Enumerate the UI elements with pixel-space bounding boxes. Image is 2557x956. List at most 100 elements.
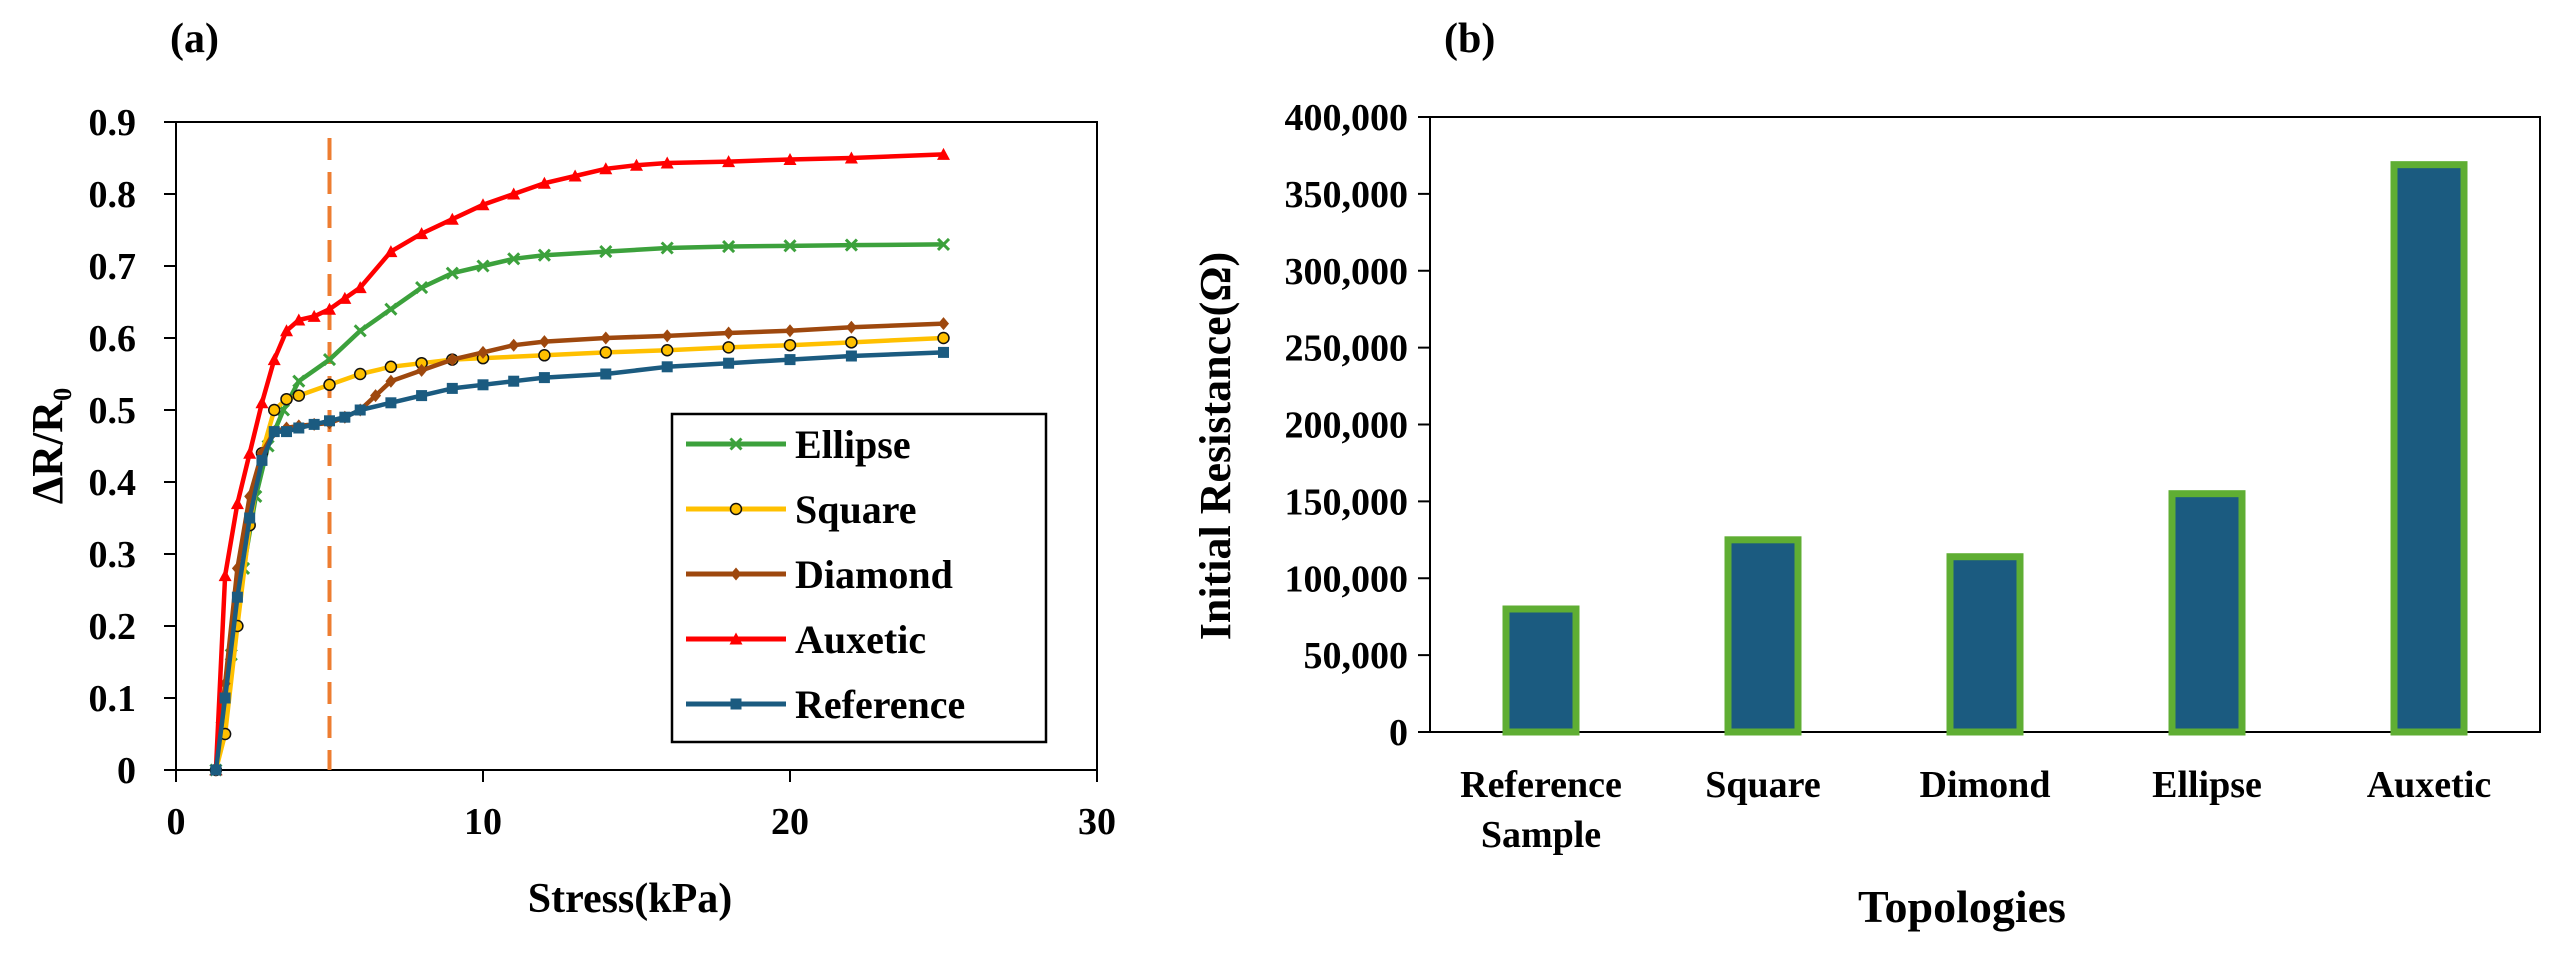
data-point: [508, 375, 520, 387]
data-point: [268, 426, 280, 438]
data-point: [729, 632, 743, 645]
x-category-label: Dimond: [1920, 764, 2051, 806]
data-point: [280, 392, 293, 406]
data-point: [784, 324, 796, 338]
x-category-label: Auxetic: [2367, 764, 2492, 806]
x-category-label: Reference Sample: [1460, 764, 1622, 856]
x-tick-label: 0: [167, 801, 186, 843]
panel-a-x-axis: 0 10 20 30: [167, 770, 1116, 843]
data-point: [385, 397, 397, 409]
data-point: [845, 320, 857, 334]
data-point: [660, 343, 674, 357]
data-point: [445, 212, 459, 225]
y-tick-label: 0.8: [89, 174, 137, 216]
series-reference: [210, 346, 949, 776]
data-point: [600, 331, 612, 345]
legend-label: Diamond: [795, 552, 953, 597]
data-point: [844, 238, 858, 252]
data-point: [508, 338, 520, 352]
y-tick-label: 200,000: [1285, 405, 1409, 447]
y-tick-label: 0.4: [89, 462, 137, 504]
y-tick-label: 0.3: [89, 534, 137, 576]
data-point: [599, 162, 613, 175]
data-point: [323, 302, 336, 315]
bar-square: [1724, 536, 1802, 736]
legend-label: Reference: [795, 682, 965, 727]
panel-a-y-axis: 0 0.1 0.2 0.3 0.4 0.5 0.6 0.7 0.8 0.9: [89, 102, 176, 792]
data-point: [538, 335, 550, 349]
y-tick-label: 0.9: [89, 102, 137, 144]
panel-a-x-axis-title: Stress(kPa): [528, 876, 733, 922]
data-point: [219, 692, 231, 704]
data-point: [660, 241, 674, 255]
data-point: [722, 239, 736, 254]
data-point: [280, 324, 294, 337]
data-point: [730, 567, 742, 581]
data-point: [307, 309, 321, 322]
data-point: [256, 454, 268, 466]
data-point: [722, 155, 736, 168]
panel-a-label: (a): [170, 16, 219, 62]
x-category-label-line: Reference: [1460, 764, 1622, 806]
data-point: [415, 281, 429, 295]
panel-a-series-group: [209, 147, 951, 777]
data-point: [445, 266, 459, 280]
y-tick-label: 0: [1389, 712, 1408, 754]
panel-a-plot-frame: [175, 121, 1098, 771]
data-point: [322, 353, 337, 367]
data-point: [599, 245, 613, 259]
panel-b-x-axis-title: Topologies: [1858, 881, 2066, 932]
data-point: [600, 368, 612, 380]
data-point: [354, 404, 366, 416]
y-tick-label: 0.5: [89, 390, 137, 432]
y-tick-label: 350,000: [1285, 174, 1409, 216]
panel-a-y-axis-title: ΔR/R₀: [23, 388, 72, 505]
data-point: [281, 426, 293, 438]
y-tick-label: 0.1: [89, 678, 137, 720]
data-point: [661, 361, 673, 373]
y-tick-label: 50,000: [1304, 635, 1409, 677]
data-point: [722, 341, 735, 354]
y-tick-label: 150,000: [1285, 481, 1409, 523]
data-point: [218, 569, 232, 582]
data-point: [723, 357, 735, 369]
panel-a-line-chart: (a) 0 0.1 0.2 0.3 0.4 0.5 0.6 0.7 0.8 0.9 0 10 20 30…: [23, 16, 1116, 922]
data-point: [538, 372, 550, 384]
data-point: [338, 291, 352, 304]
data-point: [784, 354, 796, 366]
data-point: [630, 158, 643, 171]
x-category-label-line: Dimond: [1920, 764, 2051, 806]
x-tick-label: 10: [464, 801, 502, 843]
x-category-label-line: Sample: [1481, 814, 1601, 856]
data-point: [353, 324, 367, 338]
data-point: [446, 382, 458, 394]
y-tick-label: 400,000: [1285, 97, 1409, 139]
data-point: [370, 389, 382, 403]
legend-label: Ellipse: [795, 422, 911, 467]
data-point: [938, 317, 949, 331]
data-point: [507, 252, 521, 266]
data-point: [729, 437, 743, 451]
data-point: [292, 374, 306, 388]
data-point: [936, 237, 951, 251]
data-point: [477, 379, 489, 391]
data-point: [293, 422, 305, 434]
data-point: [384, 360, 398, 374]
data-point: [384, 245, 398, 258]
data-point: [244, 512, 256, 524]
data-point: [783, 338, 797, 352]
data-point: [476, 259, 490, 273]
y-tick-label: 0.2: [89, 606, 137, 648]
data-point: [324, 415, 335, 427]
data-point: [845, 336, 858, 349]
panel-b-bar-chart: (b) 0 50,000 100,000 150,000 200,000 250,000 3…: [1191, 16, 2541, 932]
y-tick-label: 0: [117, 750, 136, 792]
bar-reference-sample: [1502, 605, 1580, 736]
data-point: [210, 764, 222, 776]
data-point: [243, 446, 257, 459]
x-tick-label: 20: [771, 801, 809, 843]
data-point: [339, 411, 351, 423]
panel-b-y-axis-title: Initial Resistance(Ω): [1191, 252, 1240, 640]
x-category-label-line: Auxetic: [2367, 764, 2492, 806]
